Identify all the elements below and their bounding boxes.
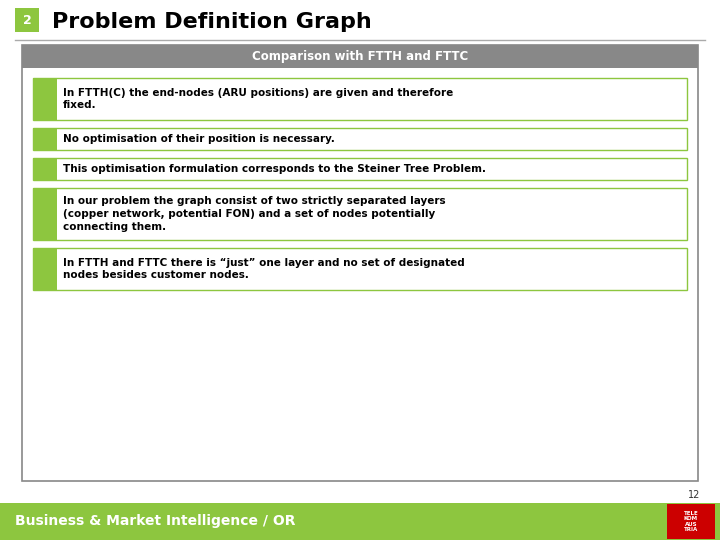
Text: TELE
KOM
AUS
TRIA: TELE KOM AUS TRIA (683, 511, 698, 532)
Text: Business & Market Intelligence / OR: Business & Market Intelligence / OR (15, 515, 295, 529)
Text: This optimisation formulation corresponds to the Steiner Tree Problem.: This optimisation formulation correspond… (63, 164, 486, 174)
Bar (33, 158, 57, 180)
Bar (22, 45, 698, 68)
Text: Comparison with FTTH and FTTC: Comparison with FTTH and FTTC (252, 50, 468, 63)
Bar (33, 188, 687, 240)
Bar (33, 248, 57, 290)
Text: In FTTH and FTTC there is “just” one layer and no set of designated
nodes beside: In FTTH and FTTC there is “just” one lay… (63, 258, 464, 280)
Bar (33, 158, 687, 180)
Bar (33, 128, 57, 150)
Bar (15, 8, 39, 32)
Text: In our problem the graph consist of two strictly separated layers
(copper networ: In our problem the graph consist of two … (63, 196, 446, 232)
Bar (33, 248, 687, 290)
Bar (0, 503, 720, 540)
Bar (667, 504, 715, 539)
Text: In FTTH(C) the end-nodes (ARU positions) are given and therefore
fixed.: In FTTH(C) the end-nodes (ARU positions)… (63, 87, 454, 110)
Bar (33, 78, 57, 120)
Bar (33, 128, 687, 150)
Text: 12: 12 (688, 490, 700, 500)
Bar (33, 188, 57, 240)
Text: 2: 2 (22, 14, 32, 26)
Bar (33, 78, 687, 120)
Text: No optimisation of their position is necessary.: No optimisation of their position is nec… (63, 134, 335, 144)
Text: Problem Definition Graph: Problem Definition Graph (52, 12, 372, 32)
Bar (22, 45, 698, 481)
